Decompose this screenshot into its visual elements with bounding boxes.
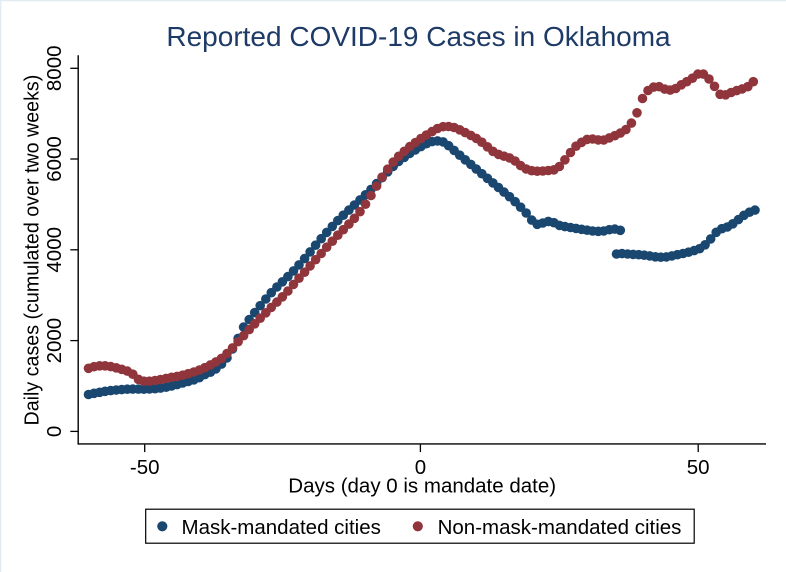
svg-text:Mask-mandated cities: Mask-mandated cities: [182, 516, 381, 539]
svg-text:8000: 8000: [43, 45, 66, 91]
svg-text:Days (day 0 is mandate date): Days (day 0 is mandate date): [288, 475, 556, 498]
svg-text:4000: 4000: [43, 227, 66, 273]
svg-text:0: 0: [43, 426, 66, 437]
svg-text:Reported COVID-19 Cases in Okl: Reported COVID-19 Cases in Oklahoma: [166, 21, 671, 52]
svg-text:Daily cases (cumulated over tw: Daily cases (cumulated over two weeks): [21, 75, 44, 426]
svg-text:Non-mask-mandated cities: Non-mask-mandated cities: [438, 516, 682, 539]
svg-text:6000: 6000: [43, 136, 66, 182]
svg-text:50: 50: [687, 456, 710, 479]
svg-text:2000: 2000: [43, 318, 66, 364]
svg-text:0: 0: [415, 456, 426, 479]
svg-text:-50: -50: [130, 456, 160, 479]
